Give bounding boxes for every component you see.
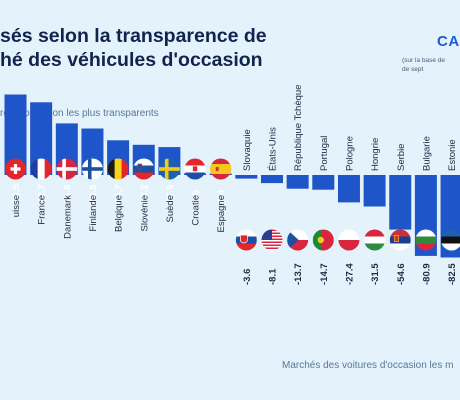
value-label: 34.7: [114, 185, 125, 204]
bar-portugal: [312, 175, 335, 190]
bar-slovaquie: [235, 175, 258, 179]
category-label: Slovénie: [139, 195, 150, 231]
bar-pologne: [337, 175, 360, 203]
subtitle-most-transparent: res d'occasion les plus transparents: [0, 108, 159, 119]
si-flag-icon: [133, 158, 155, 180]
value-label: -13.7: [293, 263, 304, 285]
bar-hongrie: [363, 175, 386, 207]
pl-flag-icon: [338, 229, 360, 251]
value-label: -8.1: [268, 268, 279, 285]
value-label: -82.5: [447, 263, 458, 285]
category-label: Bulgarie: [421, 136, 432, 171]
category-label: uisse: [11, 195, 22, 217]
bar-france: [30, 102, 53, 175]
value-label: 1.6: [191, 190, 202, 203]
bar-république-tchèque: [286, 175, 309, 189]
category-label: Espagne: [216, 195, 227, 233]
ee-flag-icon: [441, 229, 460, 251]
source-note-line: de sept: [402, 66, 424, 73]
us-flag-icon: [261, 229, 283, 251]
value-label: 72.7: [37, 185, 48, 204]
value-label: 46.5: [88, 184, 99, 203]
category-label: Hongrie: [370, 138, 381, 171]
dk-flag-icon: [56, 158, 78, 180]
category-label: République Tchèque: [293, 85, 304, 171]
ch-flag-icon: [5, 158, 26, 180]
fi-flag-icon: [81, 158, 103, 180]
pt-flag-icon: [312, 229, 334, 251]
hu-flag-icon: [364, 229, 386, 251]
value-label: 51.6: [62, 185, 73, 204]
value-label: 30.2: [139, 185, 150, 204]
value-label: 27.9: [165, 185, 176, 204]
fr-flag-icon: [30, 158, 52, 180]
rs-flag-icon: [389, 229, 411, 251]
bar-états-unis: [261, 175, 283, 184]
category-label: Danemark: [62, 195, 73, 239]
category-label: Portugal: [319, 136, 330, 171]
value-label: 1.4: [216, 189, 227, 203]
category-label: Belgique: [114, 195, 125, 232]
value-label: -3.6: [242, 269, 253, 285]
category-label: Serbie: [396, 144, 407, 171]
category-label: Estonie: [447, 139, 458, 171]
subtitle-least-transparent: Marchés des voitures d'occasion les m: [282, 360, 454, 371]
bar-serbie: [389, 175, 412, 230]
value-label: -31.5: [370, 263, 381, 285]
cz-flag-icon: [287, 229, 309, 251]
value-label: -54.6: [396, 263, 407, 285]
brand-logo-text: CA: [437, 33, 460, 50]
sk-flag-icon: [235, 229, 257, 251]
value-label: 80.5: [11, 184, 22, 203]
hr-flag-icon: [184, 158, 206, 180]
category-label: France: [37, 195, 48, 225]
bar-suisse: [4, 94, 27, 175]
source-note-line: (sur la base de: [402, 57, 445, 64]
category-label: Suède: [165, 195, 176, 222]
category-label: Slovaquie: [242, 129, 253, 171]
category-label: États-Unis: [268, 127, 279, 171]
chart-title: sés selon la transparence de hé des véhi…: [0, 24, 300, 72]
es-flag-icon: [210, 158, 232, 180]
source-note: (sur la base de de sept: [402, 56, 460, 74]
be-flag-icon: [107, 158, 129, 180]
category-label: Croatie: [191, 195, 202, 226]
value-label: -14.7: [319, 263, 330, 285]
chart-title-line: hé des véhicules d'occasion: [0, 49, 263, 71]
bg-flag-icon: [415, 229, 437, 251]
chart-title-line: sés selon la transparence de: [0, 25, 267, 47]
category-label: Pologne: [344, 136, 355, 171]
se-flag-icon: [158, 158, 180, 180]
value-label: -80.9: [421, 263, 432, 285]
value-label: -27.4: [344, 263, 355, 285]
category-label: Finlande: [88, 195, 99, 231]
